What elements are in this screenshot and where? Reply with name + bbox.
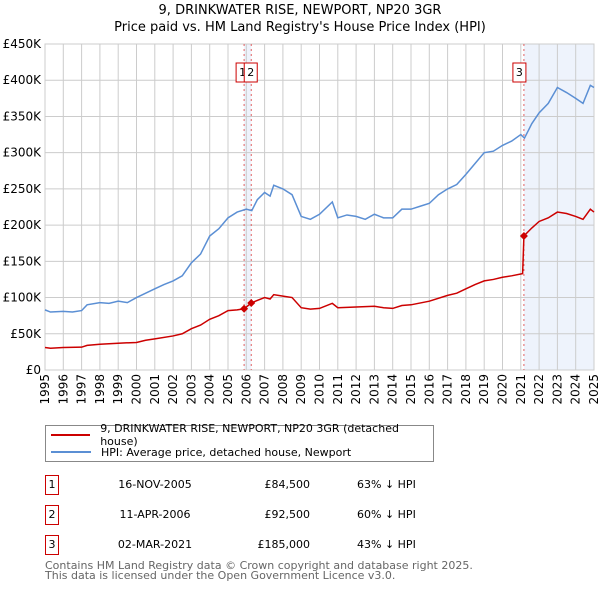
x-tick-label: 2001 [148,374,162,405]
legend-swatch-red [51,434,91,436]
x-tick-label: 2013 [367,374,381,405]
series-line [44,84,595,313]
x-tick-label: 2007 [258,374,272,405]
legend-label: HPI: Average price, detached house, Newp… [101,445,352,459]
transaction-price: £92,500 [264,508,311,521]
y-tick-label: £350K [3,109,43,123]
sale-point [247,298,256,307]
transaction-row: 2 11-APR-2006 £92,500 60% ↓ HPI [45,505,465,525]
legend-label: 9, DRINKWATER RISE, NEWPORT, NP20 3GR (d… [100,422,399,448]
transaction-number: 3 [45,535,59,555]
transaction-number: 1 [45,475,59,495]
x-tick-label: 2022 [532,374,546,405]
transaction-row: 3 02-MAR-2021 £185,000 43% ↓ HPI [45,535,465,555]
y-tick-label: £450K [3,37,43,51]
x-tick-label: 2010 [313,374,327,405]
transaction-date: 16-NOV-2005 [118,478,192,491]
legend-item-property: 9, DRINKWATER RISE, NEWPORT, NP20 3GR (d… [46,422,433,448]
sale-label-box [512,62,527,83]
y-tick-label: £200K [3,218,43,232]
footer-copyright: Contains HM Land Registry data © Crown c… [45,559,473,572]
x-tick-label: 1996 [56,374,70,405]
x-tick-label: 2018 [459,374,473,405]
transaction-price: £185,000 [257,538,311,551]
x-tick-label: 2009 [294,374,308,405]
series-line [44,208,595,350]
sale-label-number: 1 [239,66,246,79]
x-tick-label: 2024 [569,374,583,405]
x-tick-label: 2012 [349,374,363,405]
chart-subtitle: Price paid vs. HM Land Registry's House … [114,20,486,35]
transaction-price: £84,500 [264,478,311,491]
y-tick-label: £100K [3,291,43,305]
x-tick-label: 2014 [386,374,400,405]
x-tick-label: 2002 [166,374,180,405]
sale-label-box [243,62,258,83]
sale-point [519,231,528,240]
sale-label-number: 2 [247,66,254,79]
x-tick-label: 1999 [111,374,125,405]
x-tick-label: 2015 [404,374,418,405]
transaction-date: 11-APR-2006 [119,508,191,521]
legend-swatch-blue [51,451,91,453]
sale-point [240,304,249,313]
x-tick-label: 2003 [184,374,198,405]
y-tick-label: £0 [26,363,41,377]
x-tick-label: 2016 [422,374,436,405]
x-tick-label: 2011 [331,374,345,405]
sale-label-number: 3 [516,66,523,79]
legend-item-hpi: HPI: Average price, detached house, Newp… [46,444,351,460]
y-tick-label: £400K [3,73,43,87]
x-tick-label: 2021 [514,374,528,405]
x-tick-label: 2017 [441,374,455,405]
y-tick-label: £300K [3,146,43,160]
transaction-hpi-diff: 60% ↓ HPI [357,508,416,521]
chart-svg: £0 £50K £100K £150K £200K £250K £300K £350K £400… [3,37,600,405]
x-tick-label: 2023 [550,374,564,405]
x-tick-label: 2020 [496,374,510,405]
x-tick-label: 2025 [587,374,600,405]
transaction-date: 02-MAR-2021 [117,538,193,551]
y-tick-label: £150K [3,254,43,268]
x-tick-label: 2008 [276,374,290,405]
plot-border [44,43,595,371]
x-tick-label: 2019 [477,374,491,405]
x-tick-label: 2000 [130,374,144,405]
transaction-row: 1 16-NOV-2005 £84,500 63% ↓ HPI [45,475,465,495]
x-tick-label: 1998 [93,374,107,405]
footer: Contains HM Land Registry data © Crown c… [45,559,473,582]
transaction-number: 2 [45,505,59,525]
transaction-hpi-diff: 43% ↓ HPI [357,538,416,551]
y-tick-label: £50K [10,327,42,341]
legend: 9, DRINKWATER RISE, NEWPORT, NP20 3GR (d… [45,422,434,462]
y-tick-label: £250K [3,182,43,196]
x-tick-label: 2006 [239,374,253,405]
chart-title: 9, DRINKWATER RISE, NEWPORT, NP20 3GR [158,3,442,18]
x-tick-label: 1997 [75,374,89,405]
shaded-region [244,44,252,370]
x-tick-label: 2004 [203,374,217,405]
footer-licence: This data is licensed under the Open Gov… [45,569,396,582]
x-tick-label: 2005 [221,374,235,405]
x-tick-label: 1995 [38,374,52,405]
shaded-region [523,44,594,370]
transaction-hpi-diff: 63% ↓ HPI [357,478,416,491]
